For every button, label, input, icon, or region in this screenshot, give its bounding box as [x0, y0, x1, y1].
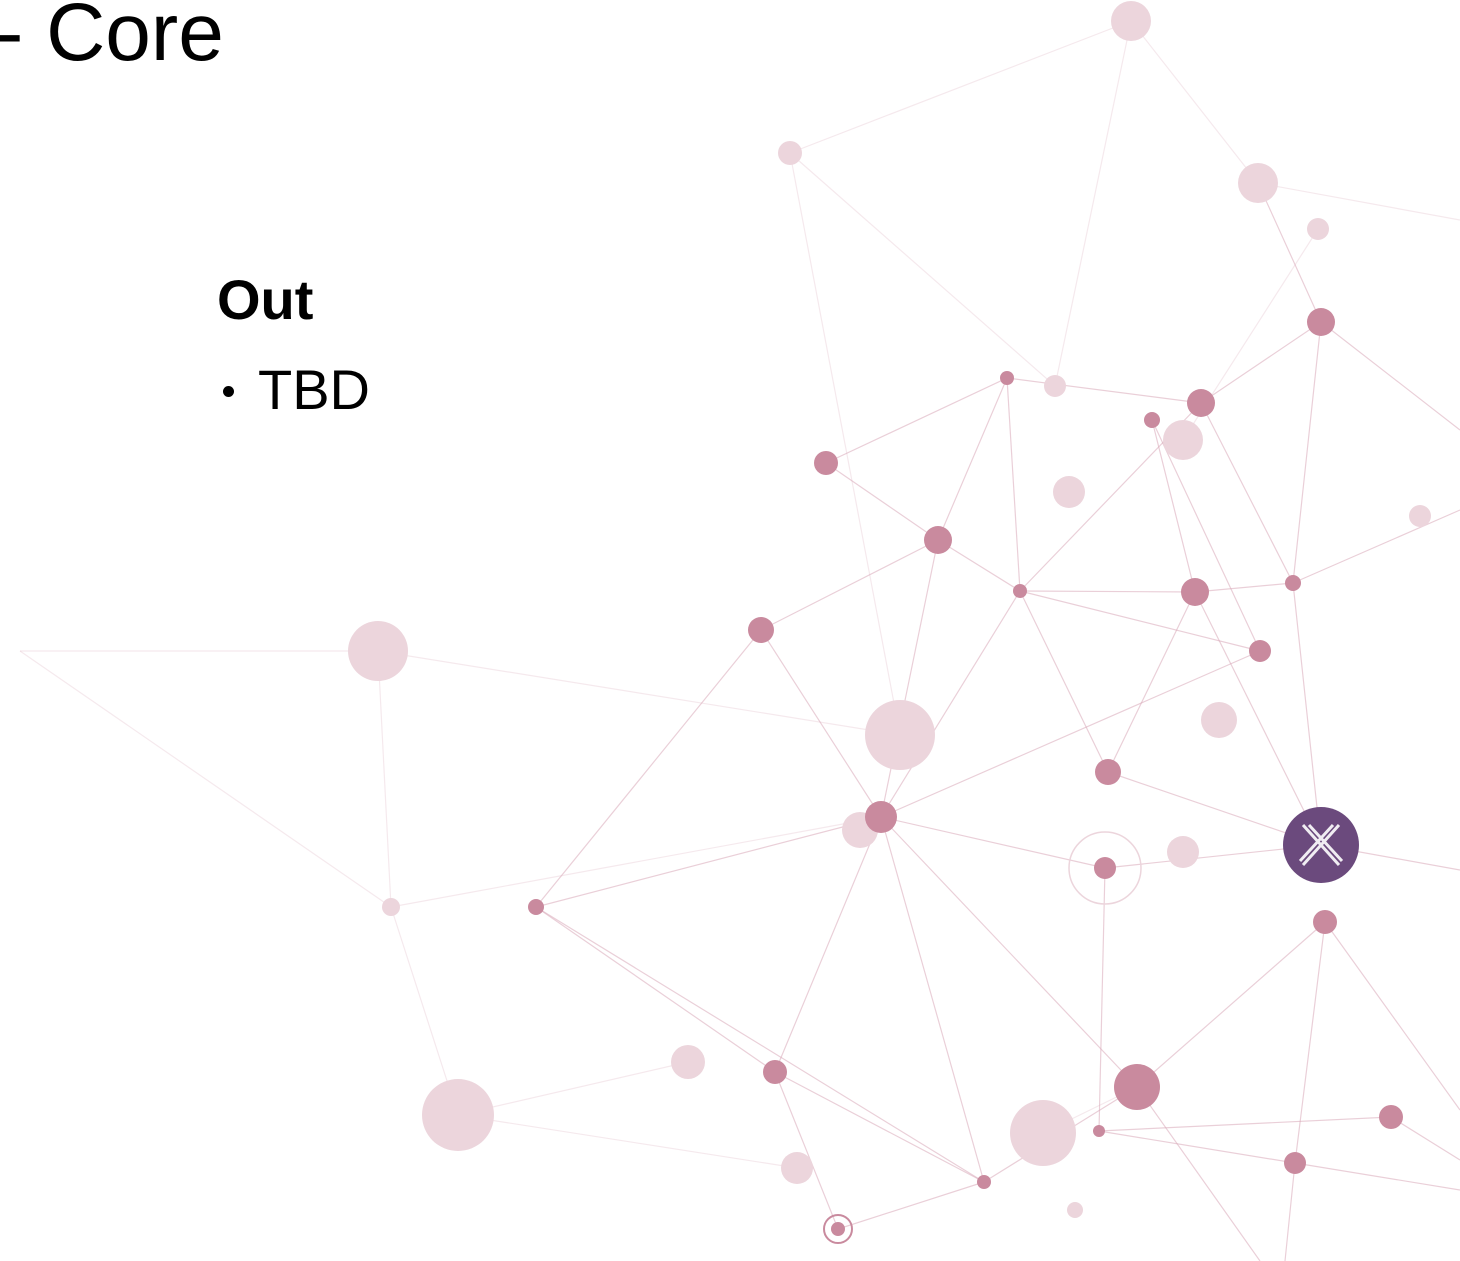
- slide-title: - Core: [0, 0, 224, 74]
- slide: - Core Out TBD (() => { const data = JSO…: [0, 0, 1460, 1261]
- bullet-dot: [223, 386, 234, 397]
- section-heading: Out: [217, 272, 313, 328]
- network-nodes: [348, 1, 1431, 1243]
- network-decoration: [0, 0, 1460, 1261]
- bullet-item: TBD: [217, 362, 370, 418]
- network-edges: [20, 21, 1460, 1261]
- logo-badge: [1283, 807, 1359, 883]
- bullet-text: TBD: [258, 358, 370, 421]
